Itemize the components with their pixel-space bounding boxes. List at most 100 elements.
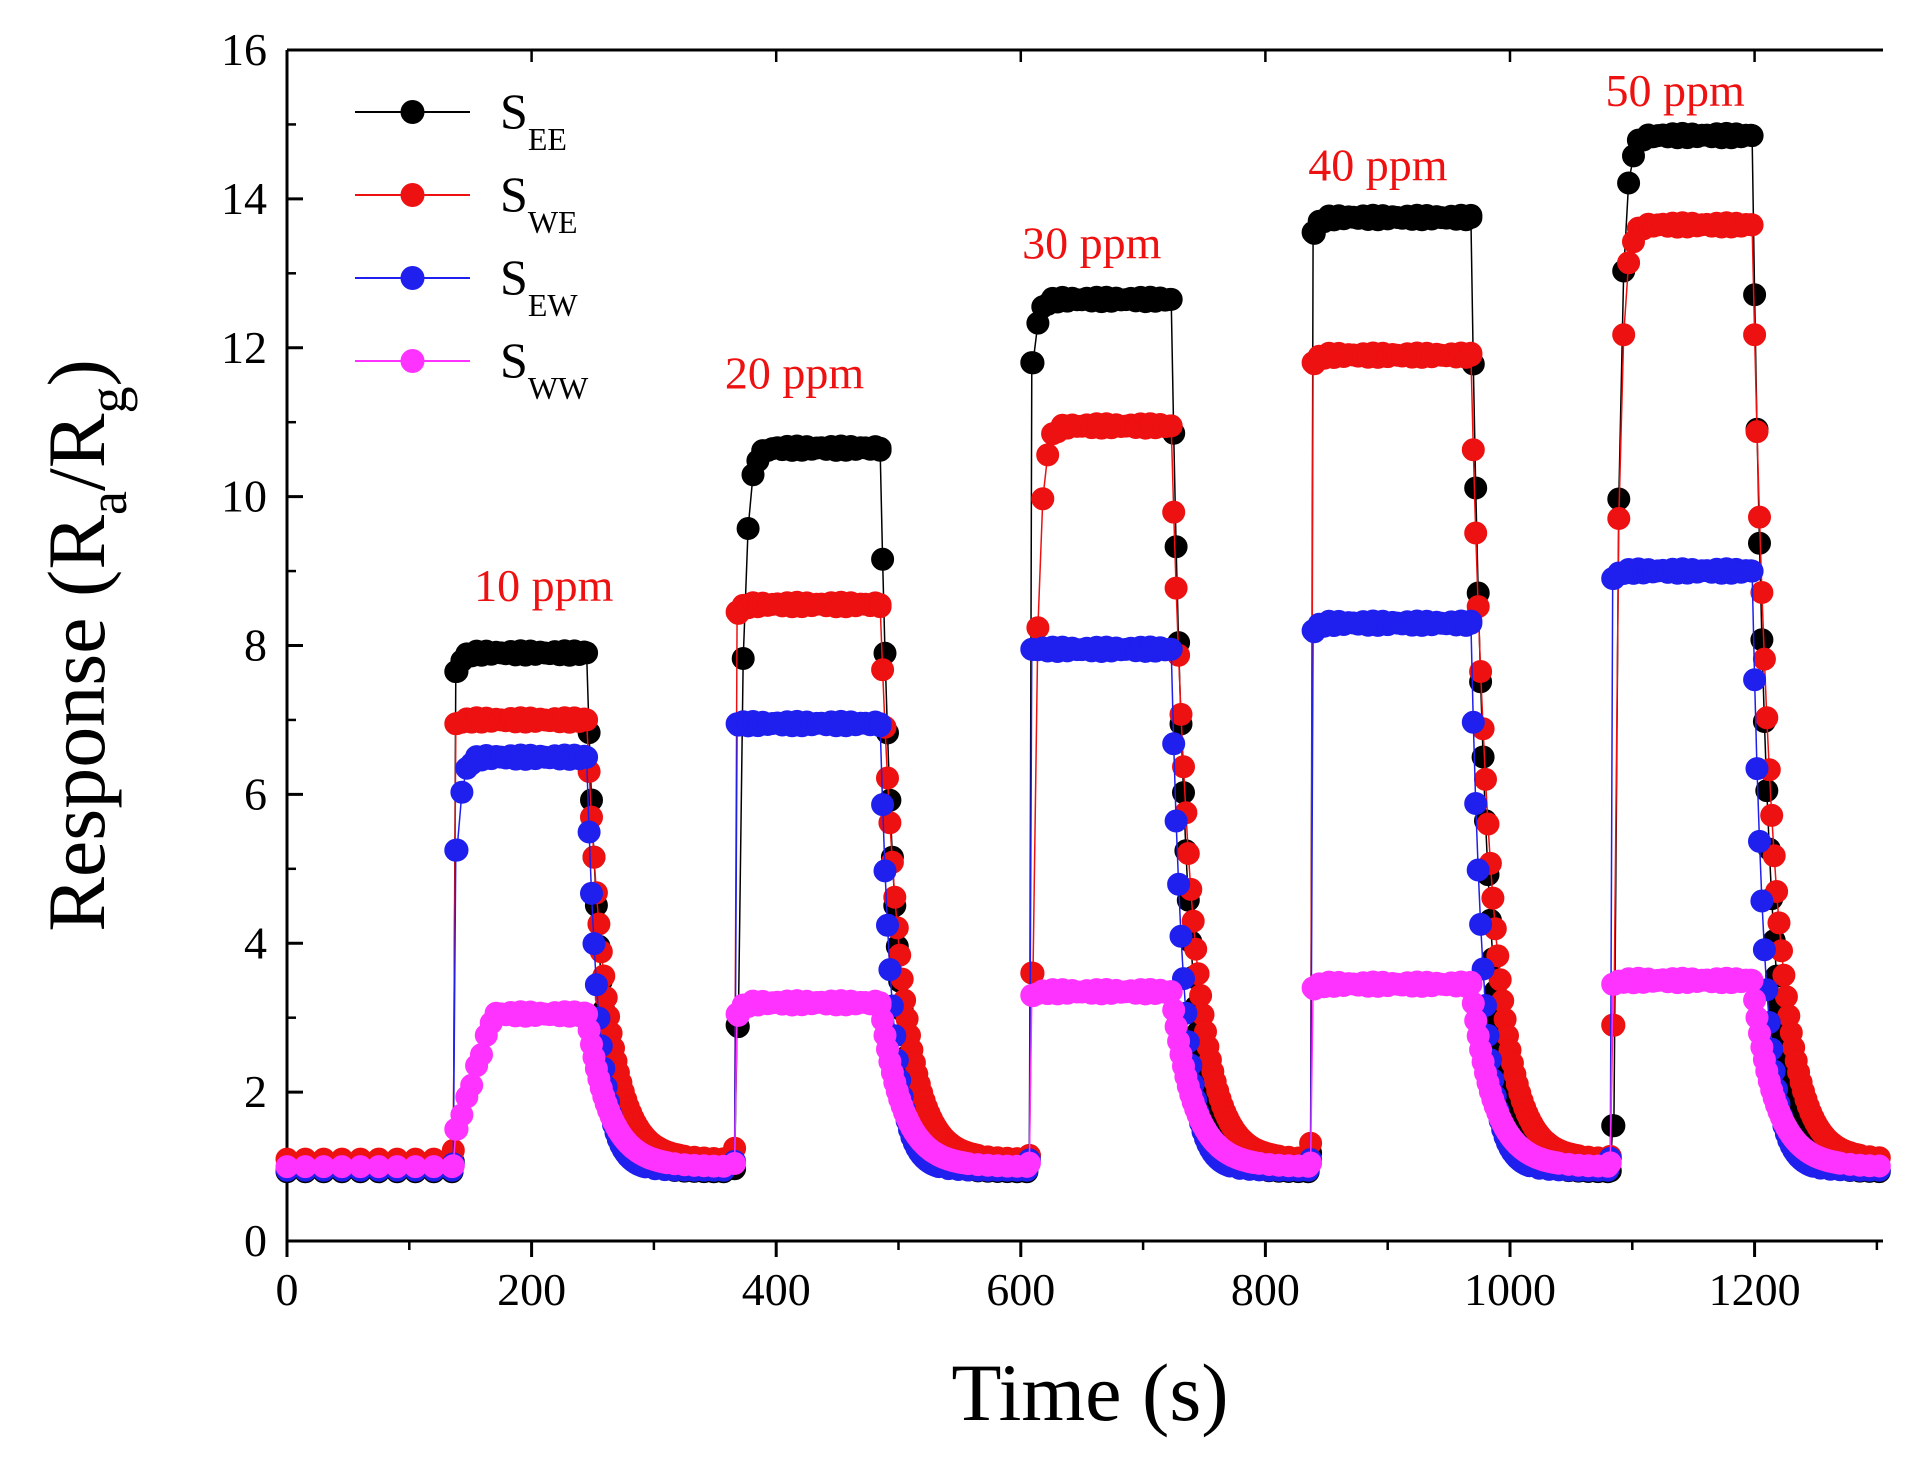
data-point [1469,912,1493,936]
data-point [1867,1154,1891,1178]
concentration-labels: 10 ppm 20 ppm 30 ppm 40 ppm 50 ppm [474,65,1745,611]
data-point [575,641,599,665]
data-point [584,973,608,997]
data-point [1740,124,1764,148]
data-point [1464,521,1488,545]
data-point [723,1152,747,1175]
data-point [1750,889,1774,913]
data-point [1299,1151,1323,1175]
y-tick-label: 12 [221,322,267,373]
data-point [1750,581,1774,604]
data-point [1774,985,1798,1009]
legend-marker [400,266,425,290]
data-point [441,1154,465,1178]
data-point [1017,1151,1041,1175]
y-axis-title-main: Response (R [31,515,122,932]
data-point [1748,829,1771,853]
legend-marker [400,183,425,207]
data-point [450,780,474,804]
data-point [1740,213,1764,237]
legend-label: SEW [500,249,578,323]
data-point [1189,984,1213,1007]
legend-entry-ew: SEW [355,249,578,323]
series-we [275,211,1891,1171]
axis-titles: Time (s) Response (Ra/Rg) [31,359,1229,1438]
x-tick-label: 400 [742,1264,811,1315]
data-point [1772,963,1796,987]
data-point [1164,576,1188,600]
data-point [1607,507,1631,530]
data-point [1743,668,1767,692]
legend-label: SWW [500,332,589,406]
data-point [470,1043,493,1067]
data-point [587,912,611,936]
data-point [445,838,469,862]
data-point [876,766,899,790]
data-point [1464,792,1488,815]
y-axis-title-close: ) [31,359,122,386]
data-point [577,820,601,844]
data-point [871,793,895,817]
data-point [1740,559,1764,583]
data-point [868,712,892,736]
data-point [871,547,895,571]
data-point [1459,972,1483,996]
data-point [1181,909,1205,933]
data-point [736,517,760,540]
x-tick-label: 1000 [1464,1264,1556,1315]
concentration-label: 30 ppm [1022,217,1162,268]
data-point [1172,755,1195,779]
y-tick-label: 4 [244,917,267,968]
data-point [1026,616,1050,640]
data-point [1767,911,1791,935]
data-point [1752,647,1776,671]
data-point [1469,660,1493,683]
data-point [1617,171,1641,195]
data-point [1159,637,1183,661]
data-point [1486,944,1510,968]
legend-label: SWE [500,166,578,240]
data-point [1740,969,1764,992]
y-tick-label: 6 [244,768,267,819]
series-ww [275,966,1891,1179]
data-point [1031,487,1055,511]
data-point [1162,500,1186,524]
data-point [1461,438,1485,462]
series-layer [275,121,1891,1184]
data-point [575,708,599,732]
data-point [1459,611,1483,635]
concentration-label: 10 ppm [474,560,614,611]
y-tick-label: 16 [221,24,267,75]
legend-entry-we: SWE [355,166,578,240]
data-point [1169,924,1193,948]
data-point [1612,323,1636,347]
concentration-label: 50 ppm [1605,65,1745,116]
data-point [575,745,599,769]
data-point [883,885,907,909]
data-point [1466,858,1490,882]
data-point [582,845,606,869]
legend-label-subscript: EE [528,121,567,157]
data-point [1036,443,1060,467]
data-point [731,647,755,670]
data-point [1743,323,1767,347]
y-tick-label: 14 [221,173,267,224]
data-point [868,436,892,460]
concentration-label: 40 ppm [1308,139,1448,190]
data-point [878,958,902,982]
data-point [1617,251,1641,275]
y-axis-title-sub-a: a [78,491,138,515]
legend-label-subscript: WW [528,370,589,406]
data-point [1760,803,1784,827]
data-point [1602,1013,1626,1037]
legend: SEE SWE SEW SWW [355,83,589,406]
x-axis-title: Time (s) [951,1347,1228,1438]
legend-marker [400,349,425,373]
data-point [1459,343,1483,367]
data-point [1762,844,1786,868]
x-tick-label: 200 [497,1264,566,1315]
legend-label: SEE [500,83,567,157]
data-point [1745,420,1769,444]
legend-entry-ww: SWW [355,332,589,406]
data-point [582,932,606,956]
